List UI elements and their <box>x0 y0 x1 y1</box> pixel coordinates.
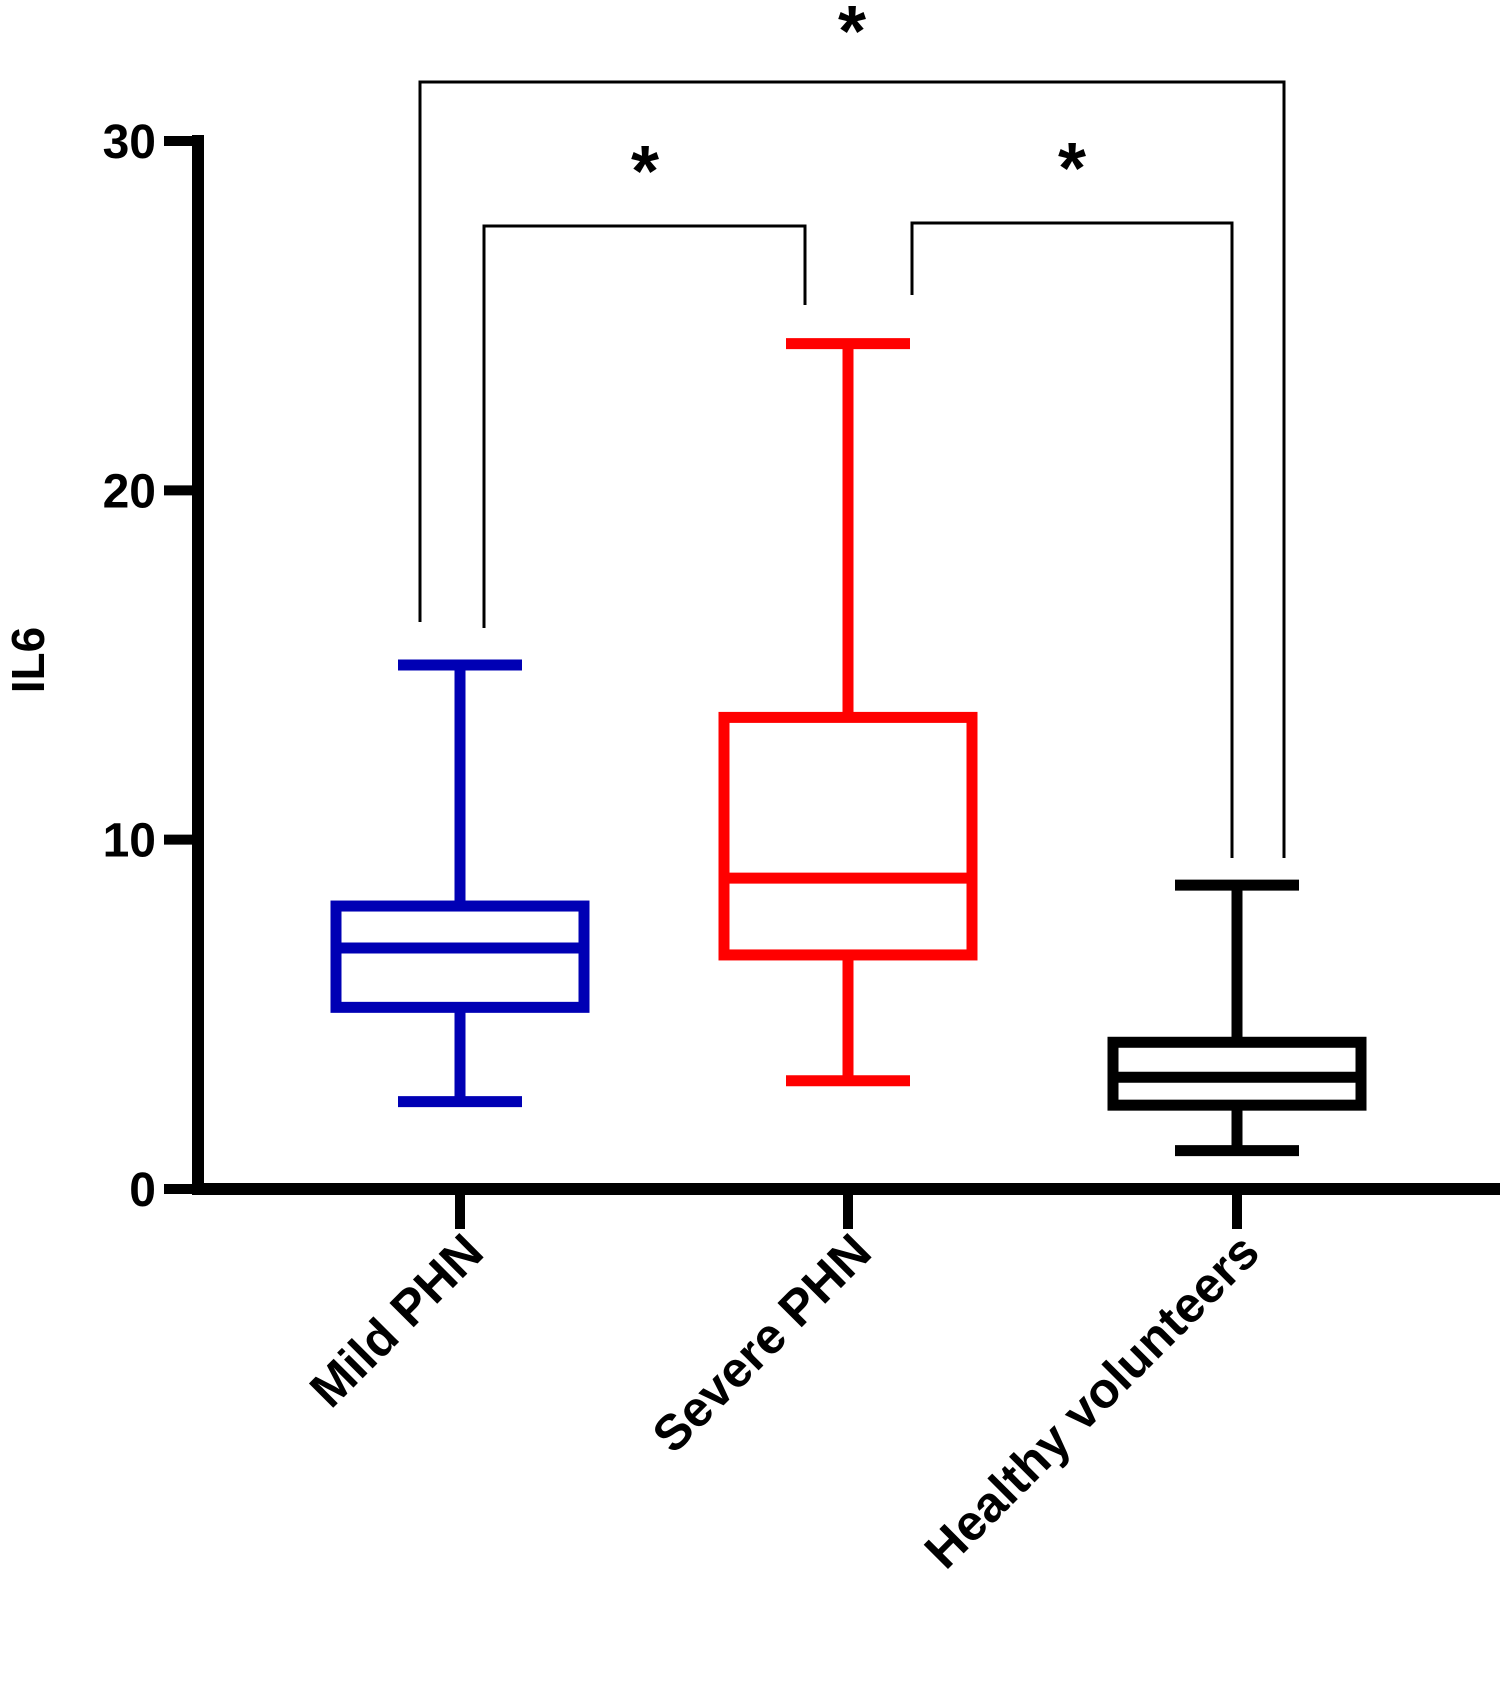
significance-star: * <box>838 0 866 72</box>
category-label: Healthy volunteers <box>914 1223 1270 1579</box>
box-group <box>718 338 978 1087</box>
significance-bracket: * <box>910 129 1234 858</box>
y-axis-label: IL6 <box>2 627 54 693</box>
significance-bracket: * <box>482 132 807 628</box>
box-iqr <box>718 711 978 961</box>
bracket-line <box>910 221 1234 858</box>
significance-brackets: * * * <box>418 0 1286 858</box>
category-label: Severe PHN <box>642 1223 882 1463</box>
category-label: Mild PHN <box>299 1223 494 1418</box>
y-tick-label: 0 <box>129 1164 156 1217</box>
y-ticks: 0 10 20 30 <box>103 116 1242 1229</box>
box-group <box>1107 879 1367 1157</box>
y-tick-label: 30 <box>103 116 156 169</box>
bracket-line <box>482 224 807 628</box>
bracket-line <box>418 80 1286 858</box>
significance-bracket: * <box>418 0 1286 858</box>
category-labels: Mild PHN Severe PHN Healthy volunteers <box>299 1223 1270 1579</box>
y-tick-label: 10 <box>103 815 156 868</box>
boxes <box>330 338 1367 1157</box>
significance-star: * <box>631 132 659 212</box>
y-tick-label: 20 <box>103 465 156 518</box>
significance-star: * <box>1058 129 1086 209</box>
box-group <box>330 659 590 1108</box>
box-iqr <box>330 900 590 1013</box>
